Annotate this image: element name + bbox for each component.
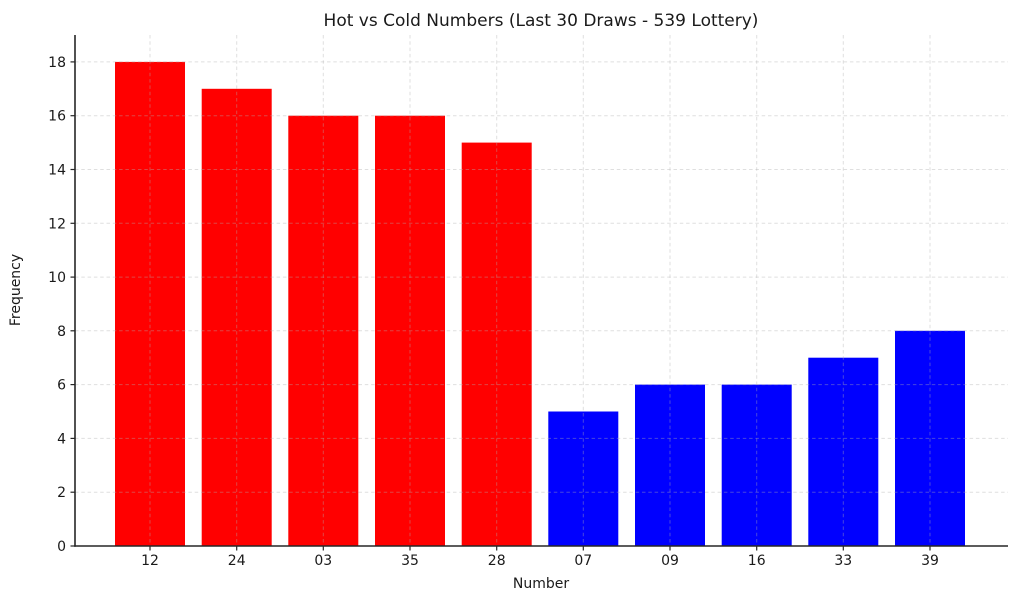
x-tick-label-16: 16 [748,553,766,569]
bar-09 [635,384,705,546]
y-tick-label-2: 2 [57,485,66,501]
chart-title: Hot vs Cold Numbers (Last 30 Draws - 539… [324,11,759,31]
x-tick-label-33: 33 [834,553,852,569]
y-tick-label-18: 18 [48,55,66,71]
grid-layer [75,35,1008,546]
x-tick-label-12: 12 [141,553,159,569]
bar-35 [375,115,445,546]
y-tick-label-4: 4 [57,431,66,447]
x-tick-label-09: 09 [661,553,679,569]
y-tick-label-14: 14 [48,163,66,179]
y-tick-label-16: 16 [48,109,66,125]
x-tick-label-35: 35 [401,553,419,569]
x-tick-label-07: 07 [574,553,592,569]
y-tick-label-12: 12 [48,216,66,232]
bars-layer [115,61,965,547]
y-tick-label-0: 0 [57,539,66,555]
bar-28 [461,142,532,546]
x-tick-label-28: 28 [488,553,506,569]
y-tick-label-6: 6 [57,378,66,394]
y-tick-label-10: 10 [48,270,66,286]
y-axis-label: Frequency [8,254,24,326]
bar-33 [808,357,879,546]
x-axis-label: Number [513,576,569,592]
bar-03 [288,115,359,546]
x-tick-label-03: 03 [314,553,332,569]
y-tick-label-8: 8 [57,324,66,340]
bar-39 [895,330,965,546]
bar-24 [201,88,272,547]
bar-07 [548,411,619,546]
x-tick-label-39: 39 [921,553,939,569]
x-tick-label-24: 24 [228,553,246,569]
bar-16 [721,384,792,546]
bar-12 [115,61,185,547]
